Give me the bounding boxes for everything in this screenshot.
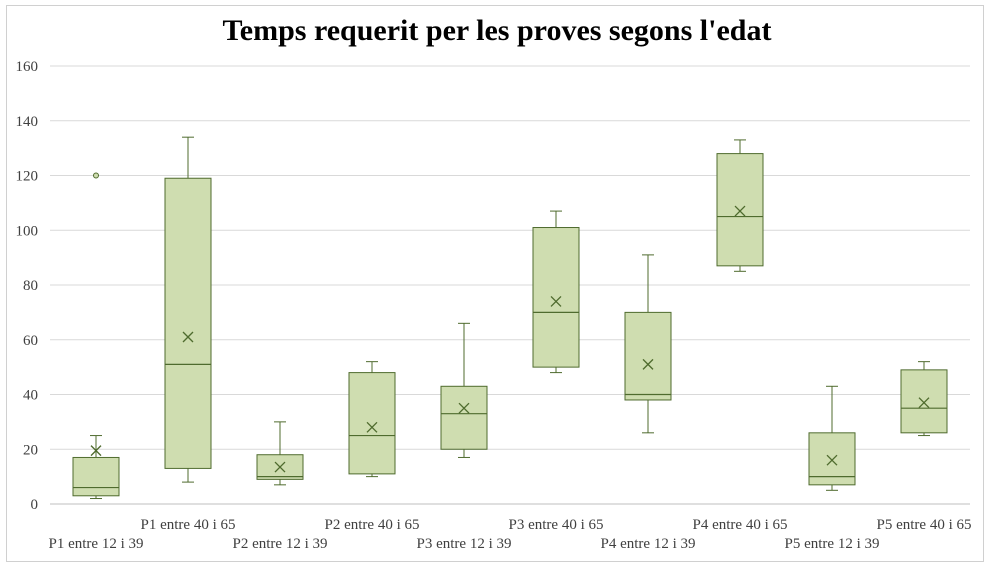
iqr-box <box>532 227 580 368</box>
x-category-label: P1 entre 40 i 65 <box>141 517 236 533</box>
mean-marker <box>826 454 838 466</box>
outlier-point <box>93 172 99 179</box>
box-4 <box>348 361 396 478</box>
chart-title: Temps requerit per les proves segons l'e… <box>222 14 772 47</box>
plot-area <box>72 136 948 500</box>
y-tick-label: 40 <box>23 388 38 404</box>
y-tick-label: 60 <box>23 333 38 349</box>
mean-marker <box>366 421 378 433</box>
box-10 <box>900 361 948 437</box>
x-category-label: P1 entre 12 i 39 <box>49 536 144 552</box>
mean-marker <box>550 295 562 307</box>
y-tick-label: 140 <box>16 114 39 130</box>
box-2 <box>164 136 212 483</box>
iqr-box <box>716 153 764 267</box>
iqr-box <box>440 385 488 450</box>
y-tick-label: 80 <box>23 278 38 294</box>
box-8 <box>716 139 764 272</box>
iqr-box <box>900 369 948 434</box>
x-axis-category-labels: P1 entre 12 i 39 P1 entre 40 i 65 P2 entre… <box>49 517 972 552</box>
x-category-label: P2 entre 12 i 39 <box>233 536 328 552</box>
box-6 <box>532 210 580 374</box>
y-tick-label: 120 <box>16 169 39 185</box>
y-tick-label: 20 <box>23 442 38 458</box>
iqr-box <box>72 456 120 497</box>
iqr-box <box>624 311 672 401</box>
mean-marker <box>90 445 102 457</box>
iqr-box <box>164 177 212 469</box>
mean-marker <box>458 402 470 414</box>
x-category-label: P5 entre 12 i 39 <box>785 536 880 552</box>
y-tick-label: 0 <box>31 497 39 513</box>
mean-marker <box>734 205 746 217</box>
mean-marker <box>918 397 930 409</box>
box-1 <box>72 172 120 500</box>
mean-marker <box>274 461 286 473</box>
x-category-label: P2 entre 40 i 65 <box>325 517 420 533</box>
box-5 <box>440 322 488 458</box>
box-3 <box>256 421 304 486</box>
x-category-label: P5 entre 40 i 65 <box>877 517 972 533</box>
mean-marker <box>642 358 654 370</box>
x-category-label: P3 entre 40 i 65 <box>509 517 604 533</box>
box-9 <box>808 385 856 491</box>
iqr-box <box>348 372 396 475</box>
mean-marker <box>182 331 194 343</box>
box-7 <box>624 254 672 434</box>
y-tick-label: 100 <box>16 223 39 239</box>
x-category-label: P4 entre 12 i 39 <box>601 536 696 552</box>
x-category-label: P3 entre 12 i 39 <box>417 536 512 552</box>
y-axis-tick-labels: 0 20 40 60 80 100 120 140 160 <box>16 59 39 513</box>
y-tick-label: 160 <box>16 59 39 75</box>
x-category-label: P4 entre 40 i 65 <box>693 517 788 533</box>
